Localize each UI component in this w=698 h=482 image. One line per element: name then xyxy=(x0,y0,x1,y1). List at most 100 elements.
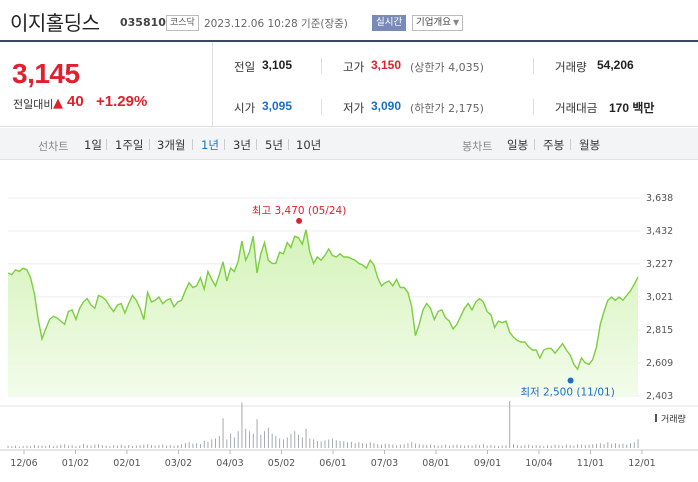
volume-bar xyxy=(343,441,345,448)
period-10y-button[interactable]: 10년 xyxy=(296,138,322,152)
period-1y-button[interactable]: 1년 xyxy=(201,138,219,152)
volume-bar xyxy=(135,445,137,448)
volume-bar xyxy=(162,444,164,448)
volume-bar xyxy=(516,445,518,448)
period-5y-button[interactable]: 5년 xyxy=(265,138,283,152)
period-1d-button[interactable]: 1일 xyxy=(84,138,102,152)
volume-bar xyxy=(203,440,205,448)
volume-bar xyxy=(60,444,62,448)
x-axis-ticks: 12/06 01/02 02/01 03/02 04/03 05/02 06/01 07/03… xyxy=(10,450,656,469)
volume-bar xyxy=(132,446,133,448)
volume-bar xyxy=(637,439,639,448)
divider xyxy=(533,58,534,74)
company-info-dropdown[interactable]: 기업개요 ▼ xyxy=(412,15,464,31)
volume-bar xyxy=(626,444,628,448)
volume-bar xyxy=(328,439,330,448)
company-info-label: 기업개요 xyxy=(416,17,451,28)
volume-bar xyxy=(298,434,299,448)
volume-bar xyxy=(113,445,115,448)
volume-bar xyxy=(154,445,156,448)
volume-bar xyxy=(377,444,379,448)
volume-bar xyxy=(532,445,533,448)
candle-monthly-button[interactable]: 월봉 xyxy=(579,138,601,152)
period-bar: 선차트 1일 1주일 3개월 1년 3년 5년 10년 봉차트 일봉 주봉 월봉 xyxy=(0,128,698,160)
volume-bar xyxy=(354,443,356,448)
x-tick-label: 05/02 xyxy=(268,458,295,469)
period-3m-button[interactable]: 3개월 xyxy=(157,138,186,152)
volume-bar xyxy=(467,445,469,448)
prev-close-value: 3,105 xyxy=(262,58,293,72)
price-panel xyxy=(0,42,213,127)
volume-bar xyxy=(520,445,522,448)
volume-bar xyxy=(45,446,47,448)
x-tick-label: 03/02 xyxy=(165,458,192,469)
low-label: 저가 xyxy=(343,101,365,115)
volume-bar xyxy=(271,433,273,448)
volume-bar xyxy=(464,445,465,448)
divider xyxy=(534,139,535,150)
y-tick-label: 2,403 xyxy=(646,391,673,402)
x-tick-label: 08/01 xyxy=(422,458,449,469)
volume-bar xyxy=(320,441,322,448)
candle-chart-label: 봉차트 xyxy=(462,140,493,153)
volume-label: 거래량 xyxy=(555,60,587,74)
volume-bar xyxy=(15,445,16,448)
candle-daily-button[interactable]: 일봉 xyxy=(507,138,529,152)
volume-bar xyxy=(426,445,428,448)
volume-bar xyxy=(237,431,239,448)
volume-bar xyxy=(630,443,631,448)
period-3y-button[interactable]: 3년 xyxy=(233,138,251,152)
volume-bar xyxy=(505,445,507,448)
volume-bar xyxy=(230,433,232,448)
volume-bar xyxy=(396,445,398,448)
volume-bar xyxy=(200,444,201,448)
volume-bar xyxy=(64,444,66,448)
volume-bar xyxy=(611,443,613,448)
volume-bar xyxy=(218,436,220,448)
volume-bar xyxy=(366,443,367,448)
volume-bar xyxy=(547,445,548,448)
price-chart[interactable]: 3,638 3,432 3,227 3,021 2,815 2,609 2,403 최고 3… xyxy=(0,190,698,482)
candle-weekly-button[interactable]: 주봉 xyxy=(543,138,565,152)
volume-bar xyxy=(173,445,175,448)
period-1w-button[interactable]: 1주일 xyxy=(115,138,144,152)
volume-bar xyxy=(98,444,99,448)
volume-bar xyxy=(362,443,364,448)
low-value: 3,090 xyxy=(371,99,402,113)
volume-bar xyxy=(460,445,462,448)
y-tick-label: 3,432 xyxy=(646,226,673,237)
y-tick-label: 2,609 xyxy=(646,358,673,369)
volume-bar xyxy=(305,428,307,448)
volume-bar xyxy=(433,445,435,448)
x-tick-label: 11/01 xyxy=(577,458,604,469)
volume-bar xyxy=(275,436,277,448)
volume-bar xyxy=(358,442,360,448)
volume-bar xyxy=(52,446,54,448)
volume-bar xyxy=(535,445,537,448)
volume-bar xyxy=(494,445,496,448)
volume-value: 54,206 xyxy=(597,58,634,72)
volume-bar xyxy=(392,444,394,448)
volume-bar xyxy=(249,431,250,448)
volume-bar xyxy=(211,439,213,448)
divider xyxy=(224,139,225,150)
open-value: 3,095 xyxy=(262,99,293,113)
realtime-button[interactable]: 실시간 xyxy=(372,15,407,31)
volume-bar xyxy=(603,444,605,448)
volume-bar xyxy=(41,445,43,448)
volume-bar xyxy=(513,444,514,448)
volume-bar xyxy=(75,446,77,448)
volume-bar xyxy=(192,443,194,448)
volume-bar xyxy=(34,445,35,448)
volume-bar xyxy=(79,445,81,448)
y-tick-label: 3,021 xyxy=(646,292,673,303)
volume-bar xyxy=(184,443,186,448)
y-tick-label: 2,815 xyxy=(646,325,673,336)
volume-bar xyxy=(30,446,32,448)
x-tick-label: 02/01 xyxy=(113,458,140,469)
prev-close-label: 전일 xyxy=(234,60,256,74)
volume-bar xyxy=(294,431,296,448)
volume-bar xyxy=(430,444,431,448)
divider xyxy=(106,139,107,150)
price-area xyxy=(8,229,638,396)
